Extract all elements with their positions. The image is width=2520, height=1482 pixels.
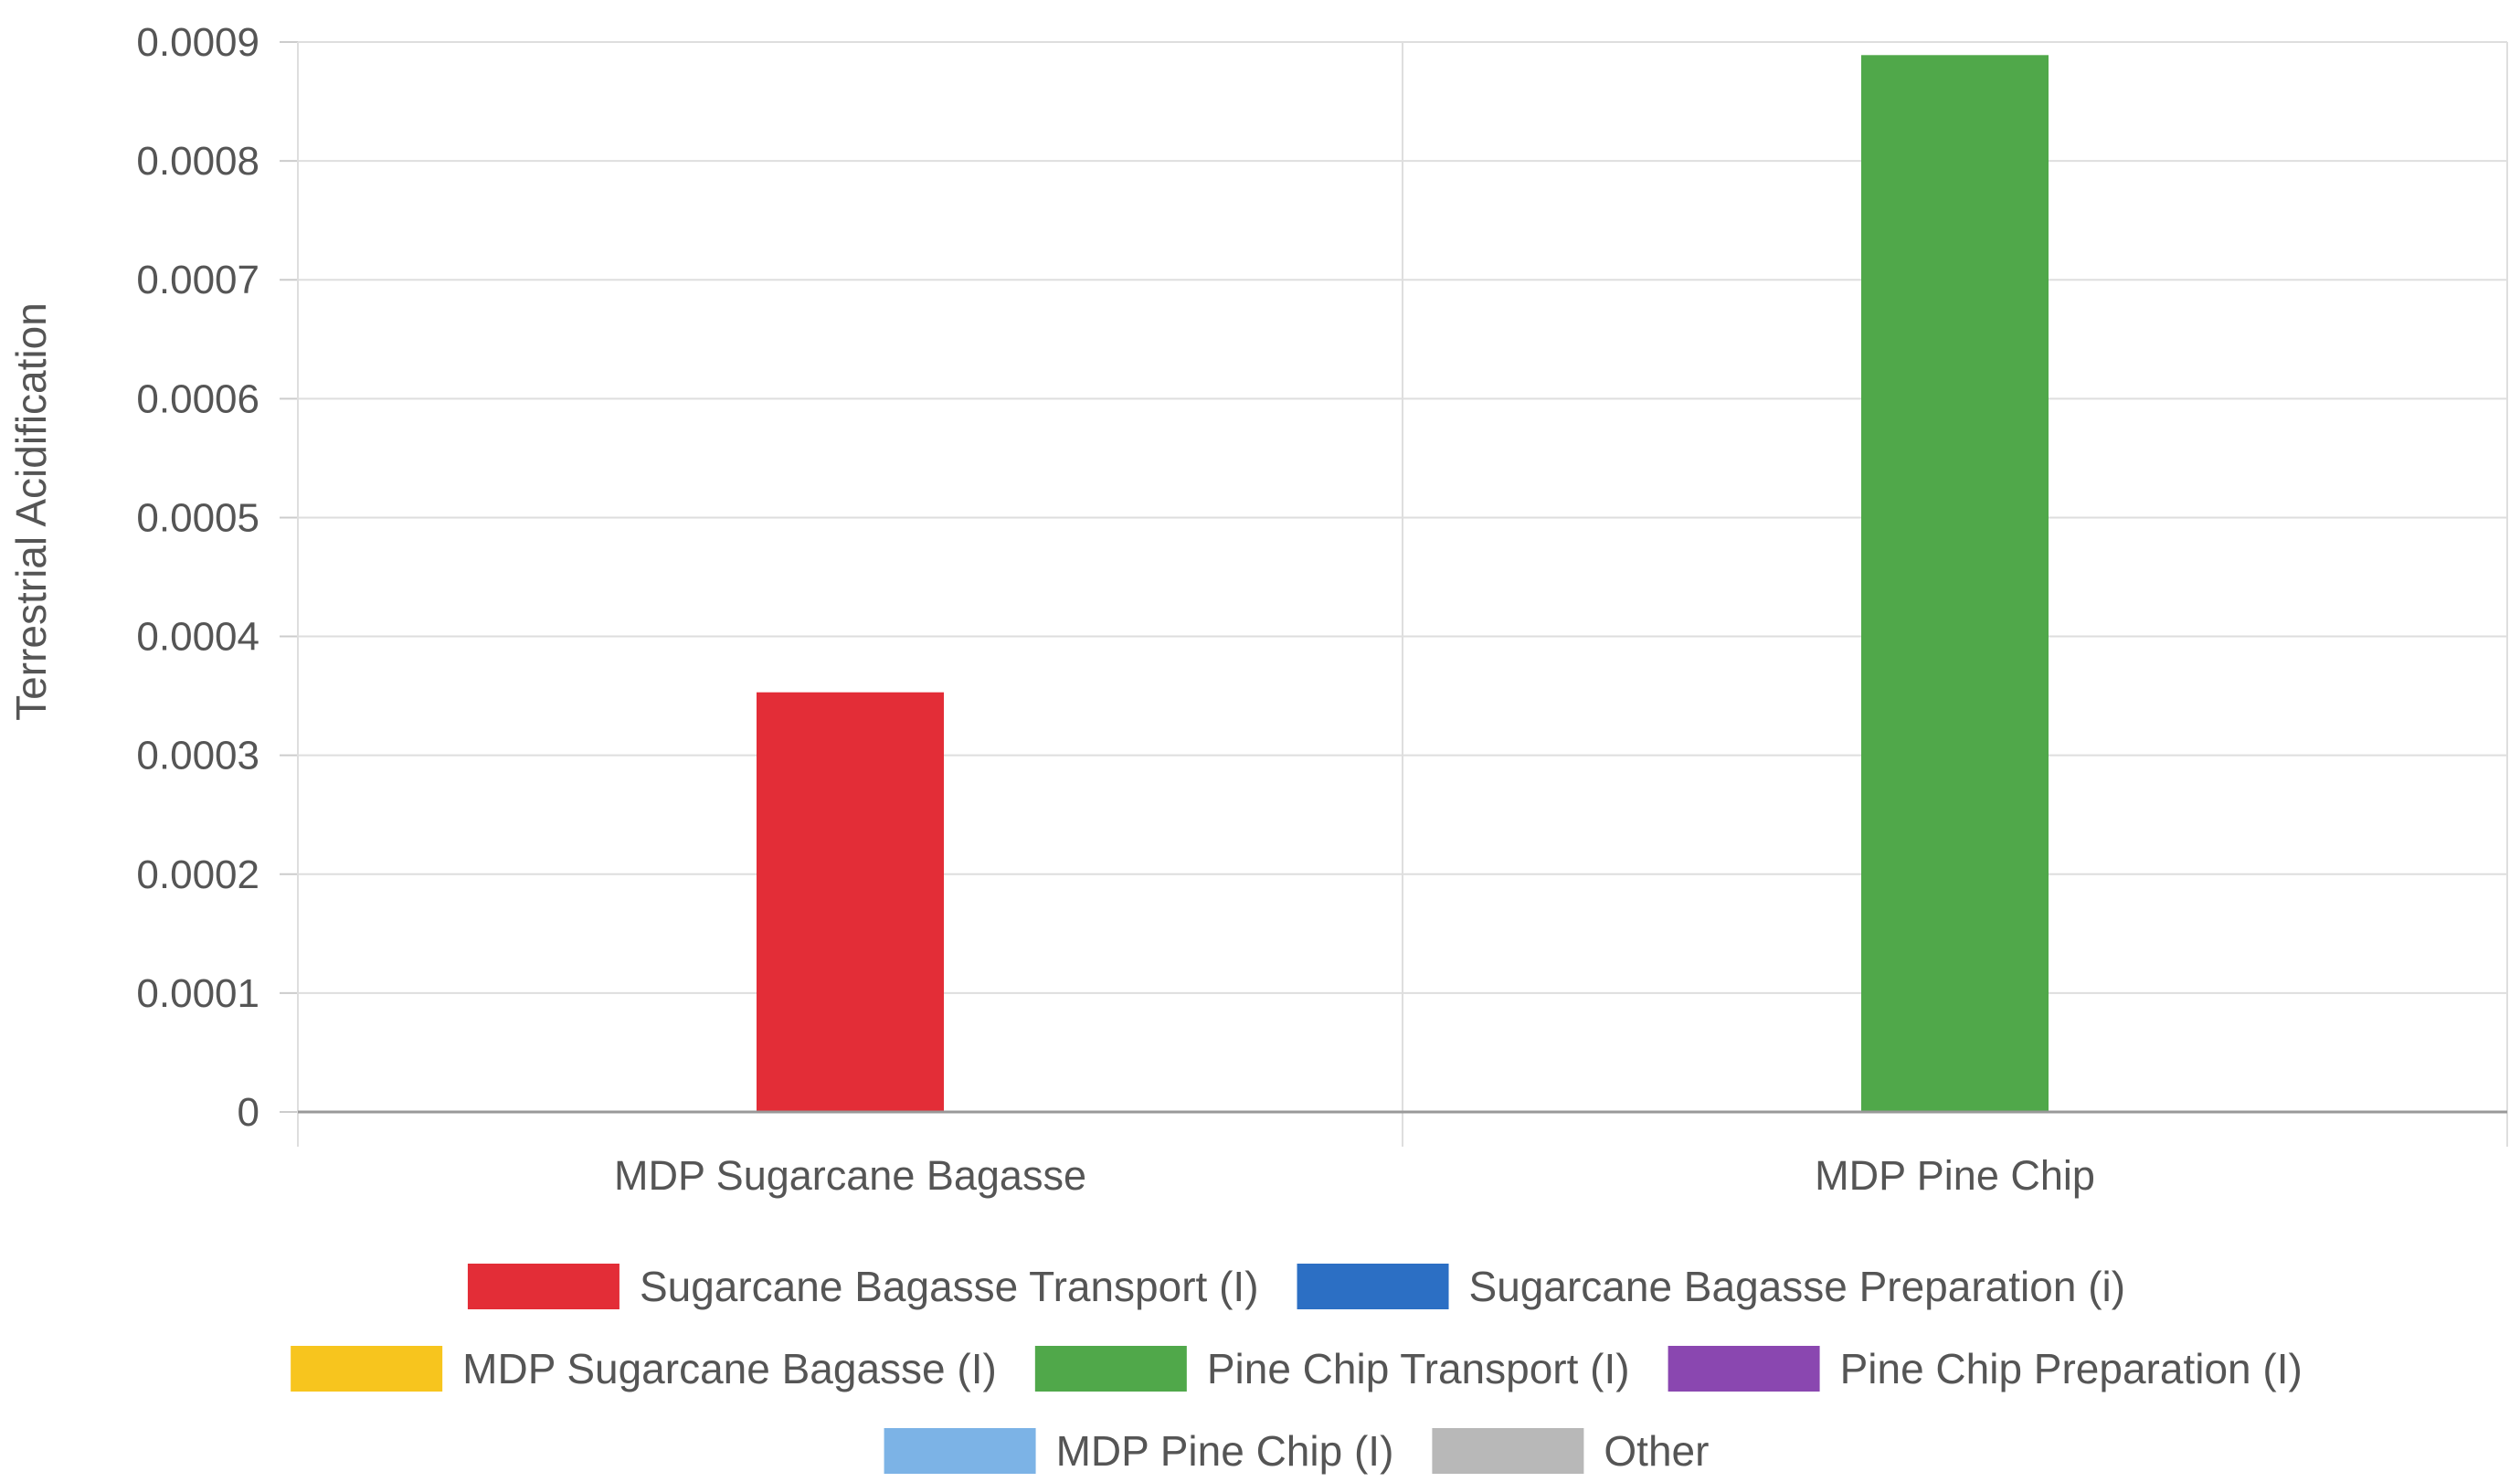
- y-tick-label: 0.0006: [136, 376, 259, 421]
- y-tick-label: 0.0008: [136, 139, 259, 184]
- legend-swatch: [884, 1428, 1036, 1474]
- legend-swatch: [1297, 1264, 1449, 1309]
- y-tick-label: 0.0009: [136, 20, 259, 65]
- legend-label: Sugarcane Bagasse Preparation (i): [1469, 1263, 2126, 1310]
- y-tick-label: 0: [238, 1090, 259, 1135]
- legend-label: Other: [1604, 1427, 1709, 1475]
- legend-item[interactable]: Sugarcane Bagasse Transport (I): [467, 1263, 1259, 1310]
- grid-lines: [280, 41, 2507, 1113]
- y-tick-label: 0.0002: [136, 852, 259, 897]
- legend-item[interactable]: Other: [1432, 1427, 1709, 1475]
- legend-label: Sugarcane Bagasse Transport (I): [640, 1263, 1259, 1310]
- x-category-labels: MDP Sugarcane Bagasse MDP Pine Chip: [614, 1152, 2095, 1199]
- legend-item[interactable]: MDP Pine Chip (I): [884, 1427, 1394, 1475]
- legend-item[interactable]: Sugarcane Bagasse Preparation (i): [1297, 1263, 2126, 1310]
- y-tick-label: 0.0003: [136, 734, 259, 778]
- legend-label: Pine Chip Transport (I): [1207, 1345, 1630, 1392]
- legend-label: Pine Chip Preparation (I): [1840, 1345, 2303, 1392]
- bars: [757, 55, 2049, 1112]
- legend-label: MDP Pine Chip (I): [1056, 1427, 1394, 1475]
- x-category-label: MDP Sugarcane Bagasse: [614, 1152, 1086, 1199]
- legend: Sugarcane Bagasse Transport (I) Sugarcane…: [291, 1263, 2303, 1475]
- bar: [1861, 55, 2049, 1112]
- legend-label: MDP Sugarcane Bagasse (I): [462, 1345, 997, 1392]
- y-tick-labels: 0 0.0001 0.0002 0.0003 0.0004 0.0005 0.0006 0.0…: [136, 20, 259, 1135]
- y-tick-label: 0.0007: [136, 258, 259, 302]
- y-tick-label: 0.0001: [136, 971, 259, 1016]
- y-tick-label: 0.0004: [136, 615, 259, 660]
- bar: [757, 692, 944, 1112]
- y-tick-label: 0.0005: [136, 495, 259, 540]
- legend-item[interactable]: Pine Chip Transport (I): [1034, 1345, 1630, 1392]
- legend-swatch: [1432, 1428, 1584, 1474]
- x-category-label: MDP Pine Chip: [1815, 1152, 2095, 1199]
- legend-item[interactable]: MDP Sugarcane Bagasse (I): [291, 1345, 997, 1392]
- legend-item[interactable]: Pine Chip Preparation (I): [1668, 1345, 2303, 1392]
- legend-swatch: [1034, 1346, 1187, 1392]
- legend-swatch: [467, 1264, 619, 1309]
- legend-swatch: [291, 1346, 443, 1392]
- category-dividers: [297, 42, 2508, 1147]
- legend-swatch: [1668, 1346, 1820, 1392]
- y-axis-title: Terrestrial Acidification: [7, 302, 55, 721]
